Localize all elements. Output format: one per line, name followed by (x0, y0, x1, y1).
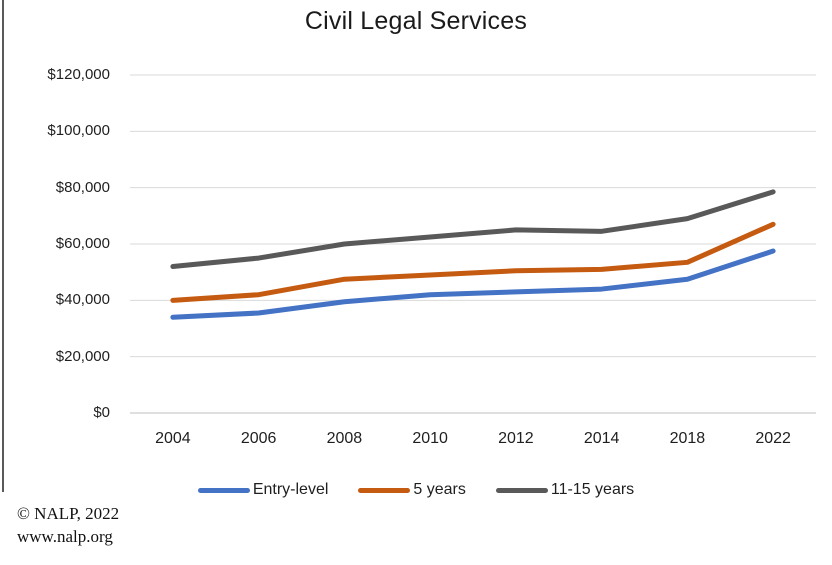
legend-label: 11-15 years (550, 481, 635, 498)
legend-line-swatch (358, 487, 411, 493)
x-axis-tick-label: 2018 (669, 430, 706, 447)
x-axis-tick-label: 2012 (498, 430, 534, 447)
y-axis-tick-label: $40,000 (55, 291, 110, 309)
x-axis-tick-label: 2010 (412, 430, 448, 447)
left-border-line (2, 0, 4, 492)
series-line-entry-level (170, 248, 776, 320)
legend-item-11-15-years: 11-15 years (495, 481, 635, 499)
legend-line-swatch (495, 487, 548, 493)
source-attribution: © NALP, 2022 www.nalp.org (17, 503, 119, 548)
legend-item-entry-level: Entry-level (197, 481, 329, 499)
series-line-5-years (170, 221, 776, 303)
y-axis-tick-label: $120,000 (47, 66, 110, 83)
legend-item-5-years: 5 years (358, 481, 466, 499)
chart-legend: Entry-level 5 years 11-15 years (0, 481, 832, 499)
y-axis-tick-label: $0 (93, 404, 110, 421)
legend-label: Entry-level (252, 481, 329, 498)
legend-label: 5 years (413, 481, 466, 498)
x-axis-tick-label: 2006 (240, 430, 277, 447)
source-url-text: www.nalp.org (17, 526, 113, 546)
x-axis-tick-label: 2004 (155, 430, 191, 447)
series-line-11-15-years (170, 189, 776, 270)
y-axis-tick-label: $60,000 (55, 235, 110, 252)
x-axis-tick-label: 2014 (583, 430, 620, 447)
y-axis-tick-label: $80,000 (55, 178, 110, 196)
copyright-text: © NALP, 2022 (17, 504, 120, 523)
x-axis-tick-label: 2022 (755, 430, 791, 447)
y-axis-tick-label: $100,000 (47, 122, 110, 140)
y-axis-tick-label: $20,000 (55, 347, 110, 365)
x-axis-tick-label: 2008 (326, 430, 363, 447)
chart-title: Civil Legal Services (304, 7, 528, 35)
legend-line-swatch (197, 487, 250, 493)
